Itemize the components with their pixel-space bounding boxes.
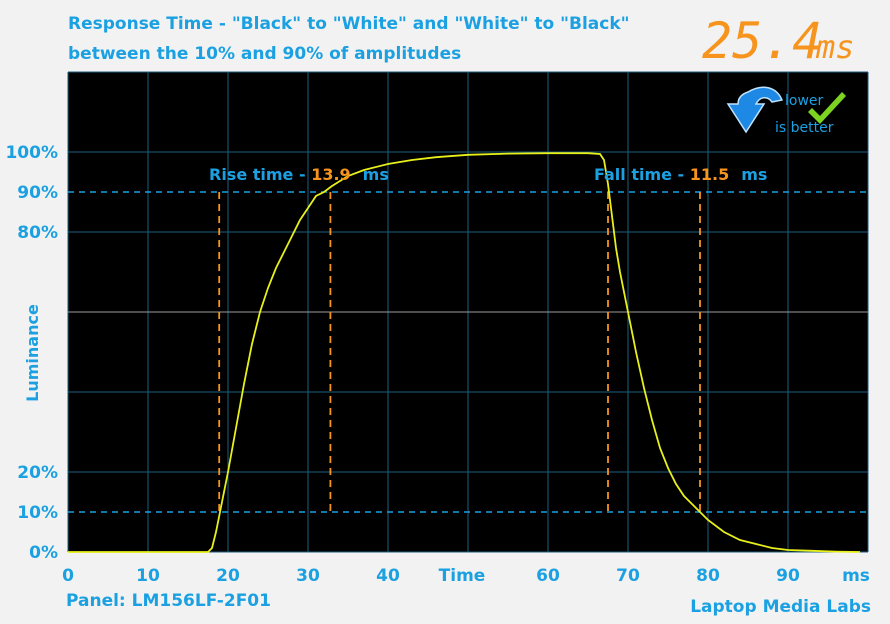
chart-title-line1: Response Time - "Black" to "White" and "…	[68, 14, 630, 34]
rise-time-label: Rise time -	[209, 165, 311, 184]
y-tick-label: 90%	[17, 183, 58, 203]
y-tick-label: 100%	[5, 143, 58, 163]
reference-lines	[68, 191, 868, 513]
x-tick-label: 80	[696, 566, 720, 586]
lower-is-better-badge: lower is better	[726, 86, 846, 136]
y-tick-labels: 0% 10% 20% 80% 90% 100%	[5, 143, 58, 563]
x-tick-label: 60	[536, 566, 560, 586]
rise-time-annotation: Rise time - 13.9 ms	[209, 165, 389, 184]
fall-time-unit: ms	[741, 165, 767, 184]
badge-line2: is better	[775, 120, 834, 136]
rise-time-unit: ms	[363, 165, 389, 184]
y-tick-label: 10%	[17, 503, 58, 523]
result-unit: ms	[815, 28, 855, 66]
chart-title-line2: between the 10% and 90% of amplitudes	[68, 44, 461, 64]
fall-time-label: Fall time -	[594, 165, 690, 184]
grid	[67, 71, 869, 553]
y-axis-label: Luminance	[23, 304, 42, 402]
x-tick-label: 90	[776, 566, 800, 586]
badge-line1: lower	[785, 93, 824, 109]
y-tick-label: 80%	[17, 223, 58, 243]
x-tick-label: 0	[62, 566, 74, 586]
fall-time-annotation: Fall time - 11.5 ms	[594, 165, 767, 184]
y-tick-label: 0%	[29, 543, 58, 563]
x-axis-label: Time	[439, 566, 486, 586]
result-value: 25.4	[702, 12, 822, 70]
down-arrow-check-icon	[726, 86, 846, 134]
x-tick-labels: 0 10 20 30 40 60 70 80 90	[62, 566, 800, 586]
fall-time-value: 11.5	[690, 165, 729, 184]
rise-time-value: 13.9	[311, 165, 350, 184]
x-tick-label: 30	[296, 566, 320, 586]
x-tick-label: 10	[136, 566, 160, 586]
annotation-markers	[218, 192, 701, 512]
panel-label: Panel: LM156LF-2F01	[66, 591, 271, 611]
luminance-trace	[68, 152, 861, 553]
x-tick-label: 20	[216, 566, 240, 586]
x-axis-unit: ms	[842, 566, 870, 586]
y-tick-label: 20%	[17, 463, 58, 483]
x-tick-label: 40	[376, 566, 400, 586]
brand-label: Laptop Media Labs	[690, 597, 871, 617]
x-tick-label: 70	[616, 566, 640, 586]
